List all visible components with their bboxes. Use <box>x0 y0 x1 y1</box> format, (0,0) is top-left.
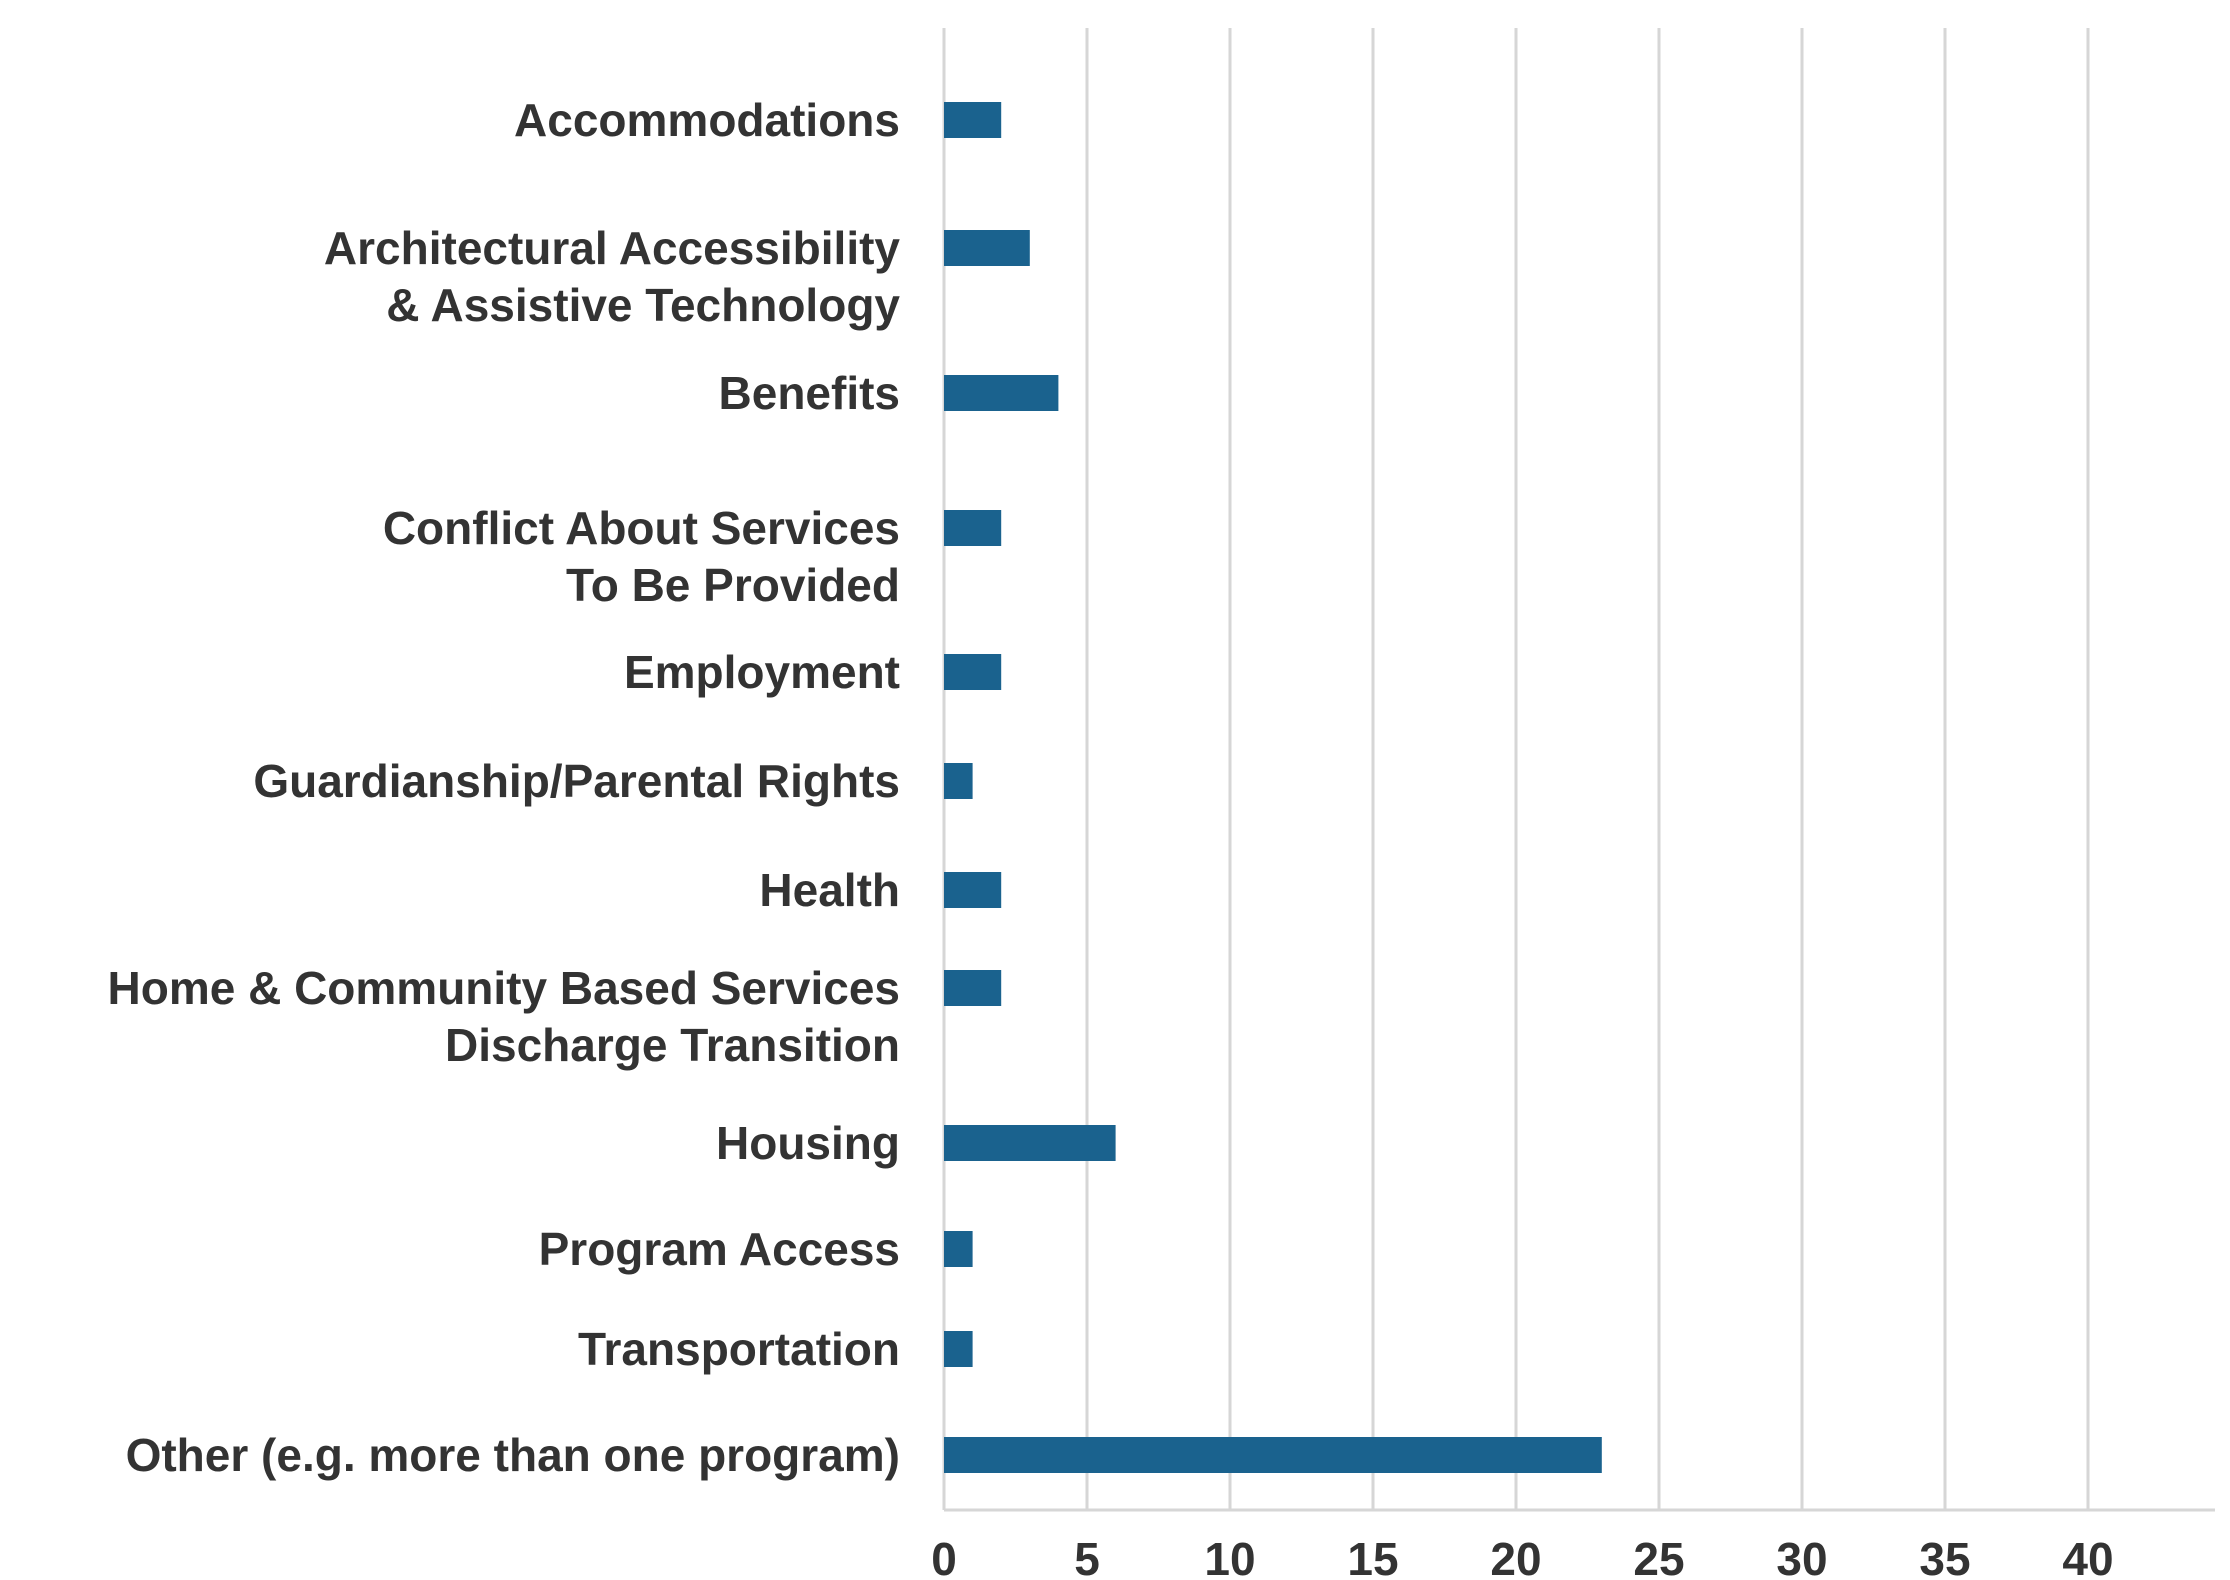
bar-6 <box>944 872 1002 908</box>
category-label-4: Employment <box>624 646 900 698</box>
category-labels: Accommodations Architectural Accessibilit… <box>108 94 901 1481</box>
bar-11 <box>944 1437 1602 1473</box>
category-label-line: Housing <box>716 1117 900 1169</box>
category-label-line: Home & Community Based Services <box>108 962 901 1014</box>
category-label-9: Program Access <box>539 1223 900 1275</box>
category-label-8: Housing <box>716 1117 900 1169</box>
category-label-line: & Assistive Technology <box>386 279 900 331</box>
category-label-5: Guardianship/Parental Rights <box>253 755 900 807</box>
category-label-line: To Be Provided <box>566 559 900 611</box>
bar-8 <box>944 1125 1116 1161</box>
category-label-7: Home & Community Based Services Discharge… <box>108 962 901 1071</box>
bar-0 <box>944 102 1002 138</box>
category-label-line: Guardianship/Parental Rights <box>253 755 900 807</box>
category-label-6: Health <box>759 864 900 916</box>
category-label-line: Program Access <box>539 1223 900 1275</box>
bar-7 <box>944 970 1002 1006</box>
x-tick-label-0: 0 <box>931 1533 957 1580</box>
category-label-line: Conflict About Services <box>383 502 900 554</box>
category-label-0: Accommodations <box>514 94 900 146</box>
category-label-line: Other (e.g. more than one program) <box>126 1429 900 1481</box>
x-tick-label-35: 35 <box>1919 1533 1970 1580</box>
x-tick-label-40: 40 <box>2062 1533 2113 1580</box>
bar-10 <box>944 1331 973 1367</box>
x-tick-label-15: 15 <box>1347 1533 1398 1580</box>
bar-2 <box>944 375 1059 411</box>
category-label-2: Benefits <box>719 367 900 419</box>
category-label-3: Conflict About Services To Be Provided <box>383 502 900 611</box>
bars <box>944 102 1602 1473</box>
category-label-line: Accommodations <box>514 94 900 146</box>
category-label-line: Architectural Accessibility <box>324 222 900 274</box>
gridlines <box>942 28 2090 1510</box>
category-label-line: Discharge Transition <box>445 1019 900 1071</box>
x-tick-label-25: 25 <box>1633 1533 1684 1580</box>
bar-1 <box>944 230 1030 266</box>
x-tick-label-10: 10 <box>1204 1533 1255 1580</box>
category-label-10: Transportation <box>578 1323 900 1375</box>
x-tick-label-30: 30 <box>1776 1533 1827 1580</box>
bar-4 <box>944 654 1002 690</box>
x-tick-label-20: 20 <box>1490 1533 1541 1580</box>
bar-9 <box>944 1231 973 1267</box>
bar-3 <box>944 510 1002 546</box>
category-label-11: Other (e.g. more than one program) <box>126 1429 900 1481</box>
category-label-line: Transportation <box>578 1323 900 1375</box>
x-tick-label-5: 5 <box>1074 1533 1100 1580</box>
category-label-1: Architectural Accessibility & Assistive T… <box>324 222 900 331</box>
category-label-line: Benefits <box>719 367 900 419</box>
category-label-line: Health <box>759 864 900 916</box>
category-label-line: Employment <box>624 646 900 698</box>
x-tick-labels: 0 5 10 15 20 25 30 35 40 <box>931 1533 2113 1580</box>
bar-5 <box>944 763 973 799</box>
